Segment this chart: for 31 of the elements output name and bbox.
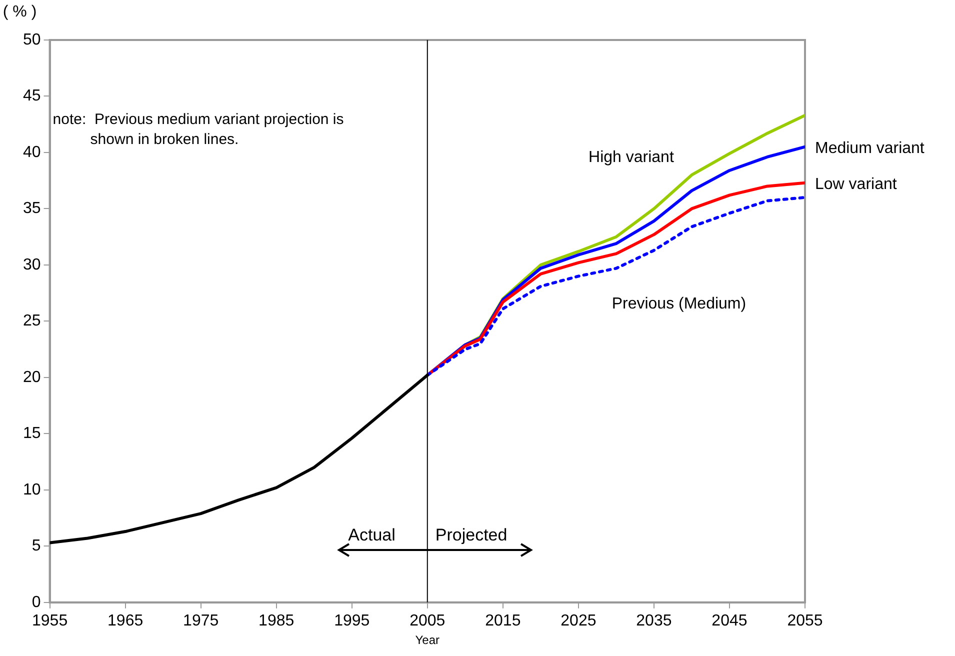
y-tick-label: 50 (23, 31, 41, 48)
annotation: Actual (348, 525, 396, 544)
y-tick-label: 40 (23, 144, 41, 161)
x-tick-label: 2005 (410, 612, 446, 630)
series-label: Previous (Medium) (612, 295, 746, 312)
x-tick-label: 2035 (636, 612, 672, 630)
y-tick-label: 30 (23, 256, 41, 274)
y-tick-label: 20 (23, 368, 41, 386)
annotation: Projected (435, 525, 508, 544)
y-tick-label: 25 (23, 312, 41, 330)
series-label: High variant (588, 148, 674, 166)
x-tick-label: 2045 (712, 612, 748, 630)
series-label: Low variant (815, 176, 898, 193)
x-tick-label: 2025 (560, 612, 596, 630)
x-tick-label: 1995 (334, 612, 370, 630)
x-tick-label: 1955 (32, 612, 68, 630)
x-axis-title: Year (415, 633, 440, 648)
y-tick-label: 0 (32, 594, 41, 611)
y-axis-title: ( % ) (2, 3, 37, 20)
x-tick-label: 1975 (183, 612, 219, 630)
y-tick-label: 10 (23, 481, 41, 498)
y-tick-label: 35 (23, 200, 41, 218)
x-tick-label: 1985 (258, 612, 294, 630)
annotation: note: Previous medium variant projection is shown in broken lines. (52, 111, 344, 148)
x-tick-label: 2055 (787, 612, 823, 630)
x-tick-label: 1965 (108, 612, 144, 630)
y-tick-label: 5 (32, 538, 41, 555)
series-label: Medium variant (815, 140, 925, 157)
x-tick-label: 2015 (485, 612, 521, 630)
y-tick-label: 45 (23, 88, 41, 105)
y-tick-label: 15 (23, 425, 41, 442)
